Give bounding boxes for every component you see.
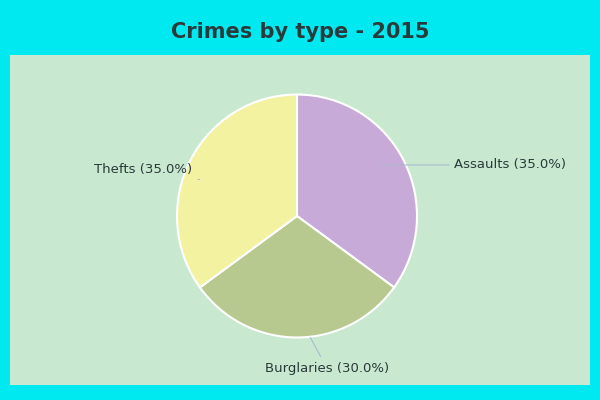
Wedge shape <box>177 94 297 288</box>
Wedge shape <box>200 216 394 338</box>
Text: Assaults (35.0%): Assaults (35.0%) <box>382 158 566 172</box>
Text: Burglaries (30.0%): Burglaries (30.0%) <box>265 338 389 375</box>
Text: Crimes by type - 2015: Crimes by type - 2015 <box>171 22 429 42</box>
Text: Thefts (35.0%): Thefts (35.0%) <box>95 163 199 180</box>
Wedge shape <box>297 94 417 288</box>
